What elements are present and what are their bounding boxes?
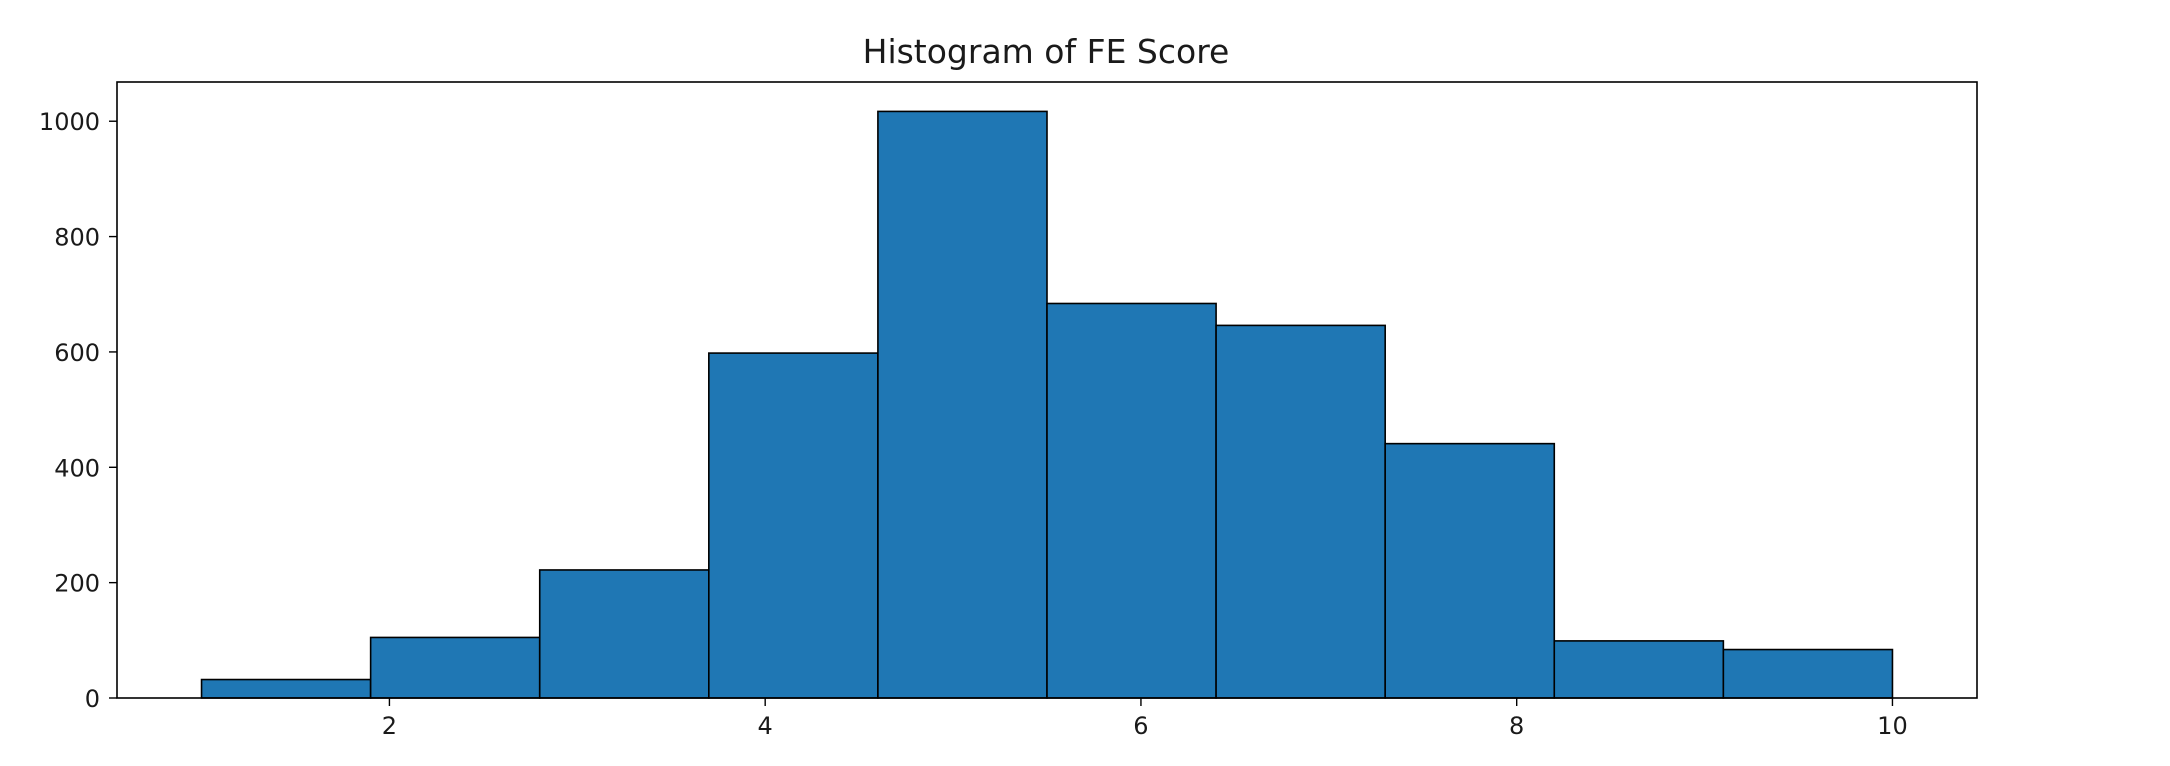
y-tick-label: 1000: [39, 108, 100, 136]
x-tick-label: 2: [382, 712, 397, 740]
x-tick-label: 6: [1133, 712, 1148, 740]
histogram-bar: [200, 678, 372, 699]
histogram-bar: [1046, 302, 1217, 699]
y-tick-label: 800: [54, 224, 100, 252]
histogram-bar: [708, 352, 879, 699]
histogram-bar: [877, 110, 1048, 699]
y-tick-label: 200: [54, 570, 100, 598]
histogram-bar: [1553, 640, 1725, 699]
y-tick-label: 0: [85, 685, 100, 713]
histogram-bar: [1722, 648, 1894, 699]
histogram-bar: [1215, 324, 1386, 699]
histogram-bar: [1384, 442, 1556, 699]
plot-frame: [116, 81, 1978, 699]
histogram-bar: [538, 569, 710, 699]
chart-title: Histogram of FE Score: [863, 32, 1230, 71]
x-tick-label: 10: [1877, 712, 1908, 740]
y-axis-ticks: 0 200 400 600 800 1000: [39, 108, 117, 713]
x-axis-ticks: 2 4 6 8 10: [382, 698, 1908, 740]
y-tick-label: 600: [54, 339, 100, 367]
bars-group: [200, 110, 1894, 699]
histogram-bar: [369, 636, 541, 699]
y-tick-label: 400: [54, 454, 100, 482]
x-tick-label: 8: [1509, 712, 1524, 740]
x-tick-label: 4: [758, 712, 773, 740]
